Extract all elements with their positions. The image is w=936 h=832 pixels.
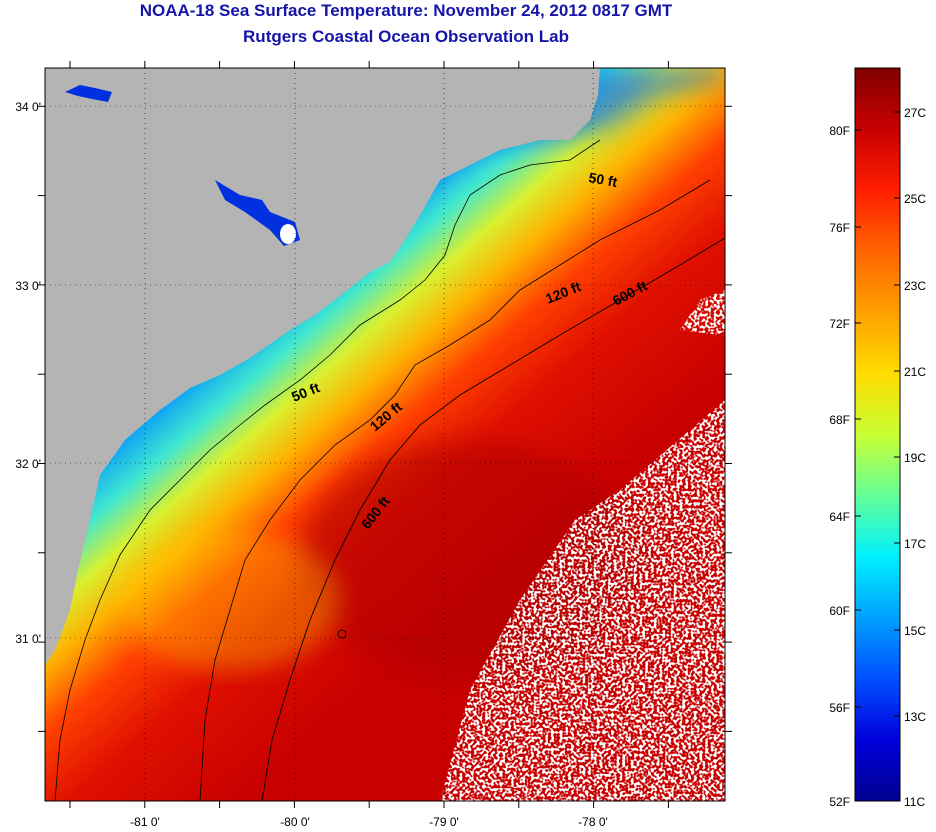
colorbar-c-label: 15C [904,624,926,638]
colorbar-f-label: 64F [829,510,850,524]
cloud-cover [440,400,725,801]
contour-label-50ft-north: 50 ft [587,169,618,190]
colorbar-gradient [855,68,900,801]
lake-marion-icon [215,180,300,246]
map-subtitle: Rutgers Coastal Ocean Observation Lab [243,27,569,46]
colorbar-c-label: 19C [904,451,926,465]
colorbar-f-label: 80F [829,124,850,138]
contour-50ft [54,139,601,801]
colorbar-ticks [855,111,900,717]
colorbar-f-label: 60F [829,604,850,618]
colorbar-frame [854,67,901,802]
colorbar-c-label: 25C [904,192,926,206]
lon-tick-label: -78 0' [578,815,608,829]
colorbar-c-label: 13C [904,710,926,724]
map-frame [44,67,726,802]
lat-tick-label: 31 0' [15,632,41,646]
lon-tick-label: -80 0' [280,815,310,829]
lat-tick-label: 33 0' [15,279,41,293]
cloud-patch-lake [280,224,296,244]
cloud-cover-north [680,290,725,335]
map-title: NOAA-18 Sea Surface Temperature: Novembe… [139,1,673,20]
colorbar-f-label: 76F [829,221,850,235]
graticule [45,68,725,801]
colorbar-f-label: 56F [829,701,850,715]
lon-tick-label: -81 0' [130,815,160,829]
lon-tick-label: -79 0' [429,815,459,829]
lake-icon [65,85,112,102]
lat-tick-label: 34 0' [15,100,41,114]
map-area: 50 ft 50 ft 120 ft 120 ft 600 ft 600 ft [45,68,725,801]
colorbar-c-label: 27C [904,106,926,120]
colorbar-c-label: 21C [904,365,926,379]
colorbar-c-label: 11C [904,795,925,809]
land-mass [45,68,600,665]
cool-patch [120,530,340,670]
station-marker [337,629,347,639]
axis-ticks [38,61,732,808]
colorbar: 80F 76F 72F 68F 64F 60F 56F 52F 27C 25C … [829,67,926,809]
colorbar-f-label: 68F [829,413,850,427]
axis-labels: -81 0' -80 0' -79 0' -78 0' 34 0' 33 0' … [15,100,607,829]
colorbar-f-label: 52F [829,795,850,809]
colorbar-f-label: 72F [829,317,850,331]
contour-120ft [199,179,711,801]
lat-tick-label: 32 0' [15,457,41,471]
colorbar-fahrenheit-labels: 80F 76F 72F 68F 64F 60F 56F 52F [829,124,850,809]
colorbar-celsius-labels: 27C 25C 23C 21C 19C 17C 15C 13C 11C [904,106,926,809]
colorbar-c-label: 23C [904,279,926,293]
colorbar-c-label: 17C [904,537,926,551]
contour-600ft [261,237,725,801]
